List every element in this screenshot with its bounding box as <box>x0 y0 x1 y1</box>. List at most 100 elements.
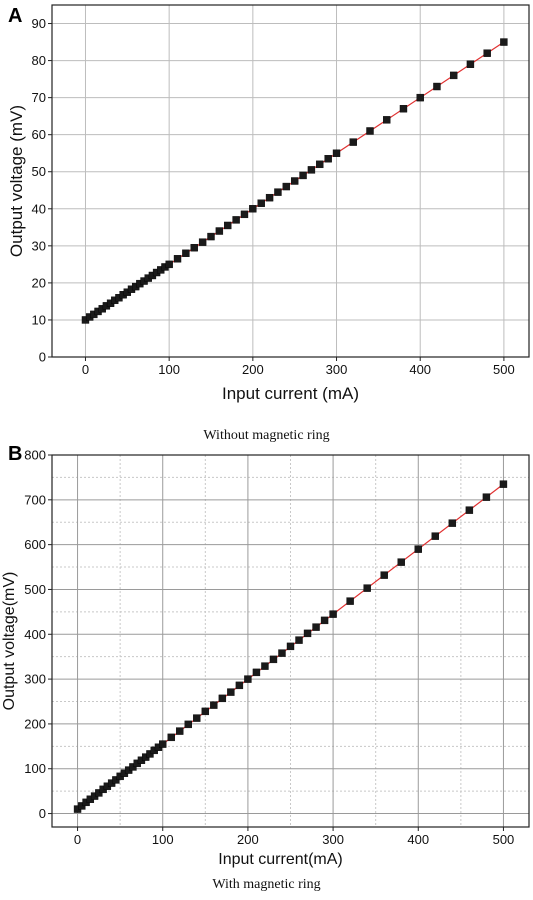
y-tick-label: 0 <box>39 350 46 365</box>
data-point <box>198 238 207 246</box>
data-point <box>286 642 295 651</box>
x-tick-label: 100 <box>152 832 174 847</box>
y-tick-label: 0 <box>39 806 46 821</box>
data-point <box>312 623 320 631</box>
x-tick-label: 400 <box>407 832 429 847</box>
data-point <box>227 688 235 696</box>
minor-grid <box>52 455 529 827</box>
data-point <box>366 127 374 135</box>
data-point <box>329 610 337 618</box>
data-point <box>210 701 218 709</box>
y-tick-label: 700 <box>24 492 46 507</box>
x-axis-title: Input current(mA) <box>218 851 342 868</box>
y-tick-label: 60 <box>32 127 46 142</box>
y-tick-label: 50 <box>32 164 46 179</box>
data-point <box>499 480 508 488</box>
x-tick-label: 200 <box>237 832 259 847</box>
y-tick-label: 300 <box>24 672 46 687</box>
data-point <box>363 584 371 592</box>
data-points <box>81 38 508 324</box>
major-grid <box>52 5 529 357</box>
data-point <box>278 649 286 657</box>
data-point <box>449 71 458 80</box>
data-point <box>235 681 244 690</box>
data-point <box>320 616 329 625</box>
y-tick-label: 30 <box>32 238 46 253</box>
data-point <box>224 221 232 230</box>
plot-frame <box>51 4 530 358</box>
y-axis-title: Output voltage (mV) <box>7 105 26 257</box>
data-point <box>433 82 441 91</box>
data-point <box>416 93 424 102</box>
data-point <box>274 188 282 196</box>
plot-frame <box>51 454 530 828</box>
data-point <box>324 155 332 163</box>
data-point <box>261 662 269 670</box>
data-point <box>332 149 341 157</box>
data-point <box>190 243 198 252</box>
caption-b: With magnetic ring <box>212 877 321 892</box>
y-tick-label: 80 <box>32 53 46 68</box>
y-tick-label: 600 <box>24 537 46 552</box>
panel-letter-b: B <box>8 443 22 465</box>
data-point <box>282 182 291 191</box>
data-point <box>500 38 508 46</box>
data-point <box>303 629 312 638</box>
data-point <box>307 166 316 174</box>
data-point <box>257 199 265 207</box>
y-tick-label: 400 <box>24 627 46 642</box>
data-point <box>165 260 173 269</box>
x-tick-label: 0 <box>74 832 81 847</box>
data-point <box>299 171 307 180</box>
data-point <box>431 532 440 540</box>
data-point <box>193 714 201 722</box>
x-tick-label: 500 <box>493 832 515 847</box>
data-points <box>73 480 508 813</box>
x-tick-label: 400 <box>409 362 431 377</box>
data-point <box>290 177 299 185</box>
data-point <box>316 160 324 169</box>
data-point <box>483 49 491 57</box>
chart-panel-b: B 0 100 200 300 400 500 0 100 200 300 400 500 600 700… <box>0 440 533 900</box>
data-point <box>240 210 249 219</box>
data-point <box>201 707 210 716</box>
data-point <box>182 249 190 257</box>
data-point <box>269 655 278 664</box>
data-point <box>349 138 357 146</box>
y-tick-label: 70 <box>32 90 46 105</box>
y-axis-title: Output voltage(mV) <box>1 572 18 711</box>
y-tick-label: 100 <box>24 761 46 776</box>
chart-panel-a: A 0 100 200 300 400 500 0 10 20 30 40 50 60 70 80 90 Inp… <box>0 0 533 443</box>
x-tick-label: 300 <box>326 362 348 377</box>
data-point <box>252 668 261 677</box>
data-point <box>167 733 175 742</box>
y-tick-label: 200 <box>24 716 46 731</box>
data-point <box>397 558 405 566</box>
x-tick-label: 500 <box>493 362 515 377</box>
data-point <box>265 193 274 202</box>
data-point <box>482 493 491 501</box>
x-tick-label: 100 <box>158 362 180 377</box>
data-point <box>173 255 182 263</box>
data-point <box>295 636 303 644</box>
y-tick-label: 10 <box>32 312 46 327</box>
y-tick-label: 90 <box>32 16 46 31</box>
y-tick-label: 500 <box>24 582 46 597</box>
data-point <box>176 727 184 735</box>
data-point <box>244 675 252 683</box>
data-point <box>215 227 224 235</box>
y-tick-label: 20 <box>32 275 46 290</box>
data-point <box>448 519 457 527</box>
y-tick-label: 800 <box>24 448 46 463</box>
data-point <box>218 694 227 703</box>
data-point <box>466 60 475 68</box>
data-point <box>380 571 388 579</box>
chart-b-svg: B 0 100 200 300 400 500 0 100 200 300 400 500 600 700… <box>1 443 530 868</box>
chart-a-svg: A 0 100 200 300 400 500 0 10 20 30 40 50 60 70 80 90 Inp… <box>7 4 530 403</box>
data-point <box>414 545 422 553</box>
data-point <box>159 740 167 748</box>
x-tick-label: 200 <box>242 362 264 377</box>
data-point <box>184 720 192 729</box>
y-tick-label: 40 <box>32 201 46 216</box>
x-tick-label: 300 <box>322 832 344 847</box>
